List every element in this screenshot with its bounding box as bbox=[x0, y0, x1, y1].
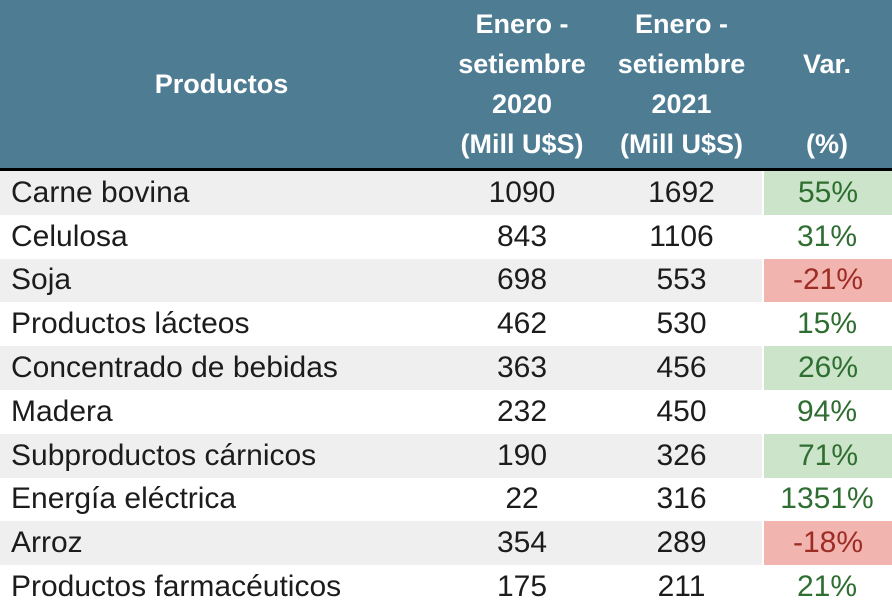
header-var: Var. (%) bbox=[762, 0, 892, 168]
cell-mill-2021: 1106 bbox=[649, 219, 714, 253]
header-2020-unit: (Mill U$S) bbox=[460, 129, 584, 159]
cell-mill-2020: 1090 bbox=[488, 175, 556, 209]
cell-producto: Carne bovina bbox=[11, 175, 190, 209]
cell-mill-2020: 232 bbox=[496, 394, 548, 428]
cell-producto: Productos lácteos bbox=[11, 307, 250, 341]
header-2021-unit: (Mill U$S) bbox=[619, 129, 743, 159]
header-var-spacer1 bbox=[762, 4, 892, 44]
header-2021-line3: 2021 bbox=[651, 89, 712, 119]
header-productos: Productos bbox=[0, 0, 443, 168]
table-body: Carne bovina 1090 1692 55% Celulosa 843 … bbox=[0, 171, 892, 609]
cell-var-pct: 26% bbox=[762, 346, 892, 390]
cell-mill-2020: 843 bbox=[496, 219, 548, 253]
table-row: Energía eléctrica 22 316 1351% bbox=[0, 477, 892, 522]
cell-var-pct: 94% bbox=[796, 394, 858, 428]
cell-mill-2021: 553 bbox=[656, 263, 707, 297]
table-row: Concentrado de bebidas 363 456 26% bbox=[0, 346, 892, 390]
cell-var-pct: 31% bbox=[796, 219, 858, 253]
cell-var-pct: 71% bbox=[762, 433, 892, 478]
header-2020: Enero - setiembre 2020 (Mill U$S) bbox=[443, 0, 601, 168]
table-row: Productos farmacéuticos 175 211 21% bbox=[0, 565, 892, 609]
cell-mill-2020: 698 bbox=[496, 263, 548, 297]
cell-var-pct: -21% bbox=[762, 258, 892, 303]
cell-mill-2020: 22 bbox=[505, 482, 539, 516]
cell-mill-2021: 1692 bbox=[648, 175, 715, 209]
cell-var-pct: 15% bbox=[796, 307, 858, 341]
cell-var-pct: 1351% bbox=[780, 482, 874, 516]
cell-var-pct: 55% bbox=[762, 171, 892, 215]
header-var-unit: (%) bbox=[806, 129, 848, 159]
cell-producto: Subproductos cárnicos bbox=[11, 438, 317, 472]
table-row: Celulosa 843 1106 31% bbox=[0, 214, 892, 259]
cell-mill-2021: 530 bbox=[656, 307, 707, 341]
cell-mill-2021: 289 bbox=[656, 526, 707, 560]
cell-producto: Energía eléctrica bbox=[11, 482, 237, 516]
table-header-row: Productos Enero - setiembre 2020 (Mill U… bbox=[0, 0, 892, 171]
header-2020-line3: 2020 bbox=[491, 89, 553, 119]
cell-producto: Soja bbox=[11, 263, 72, 297]
table-row: Productos lácteos 462 530 15% bbox=[0, 302, 892, 347]
header-2021-line2: setiembre bbox=[617, 49, 746, 79]
table-row: Subproductos cárnicos 190 326 71% bbox=[0, 433, 892, 478]
cell-mill-2020: 354 bbox=[496, 526, 548, 560]
table-row: Madera 232 450 94% bbox=[0, 389, 892, 434]
cell-mill-2020: 363 bbox=[496, 351, 548, 385]
header-2021-line1: Enero - bbox=[634, 9, 728, 39]
cell-producto: Productos farmacéuticos bbox=[11, 570, 342, 604]
header-2020-line2: setiembre bbox=[458, 49, 586, 79]
cell-mill-2020: 175 bbox=[496, 570, 548, 604]
table-row: Arroz 354 289 -18% bbox=[0, 521, 892, 566]
header-var-label: Var. bbox=[802, 49, 852, 79]
cell-producto: Concentrado de bebidas bbox=[11, 351, 338, 385]
cell-var-pct: -18% bbox=[762, 521, 892, 566]
cell-mill-2021: 450 bbox=[656, 394, 707, 428]
header-2020-line1: Enero - bbox=[475, 9, 569, 39]
cell-mill-2021: 316 bbox=[656, 482, 707, 516]
cell-producto: Celulosa bbox=[11, 219, 128, 253]
cell-mill-2021: 456 bbox=[656, 351, 707, 385]
cell-var-pct: 21% bbox=[796, 570, 858, 604]
cell-mill-2020: 462 bbox=[496, 307, 548, 341]
header-var-spacer2 bbox=[762, 84, 892, 124]
table-row: Soja 698 553 -21% bbox=[0, 258, 892, 303]
table-row: Carne bovina 1090 1692 55% bbox=[0, 171, 892, 215]
cell-producto: Madera bbox=[11, 394, 113, 428]
cell-mill-2021: 211 bbox=[657, 570, 706, 604]
header-productos-label: Productos bbox=[154, 68, 289, 99]
cell-producto: Arroz bbox=[11, 526, 83, 560]
cell-mill-2021: 326 bbox=[656, 438, 707, 472]
header-2021: Enero - setiembre 2021 (Mill U$S) bbox=[601, 0, 762, 168]
cell-mill-2020: 190 bbox=[496, 438, 548, 472]
